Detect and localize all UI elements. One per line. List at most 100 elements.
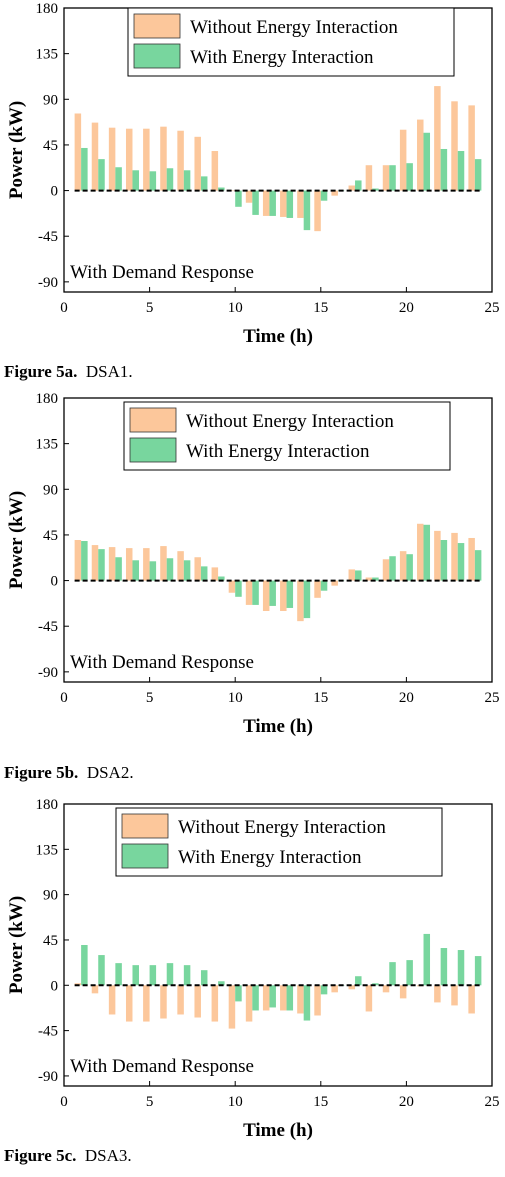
y-tick-label: 90: [43, 888, 58, 904]
bar-without: [434, 530, 441, 581]
bar-with: [183, 170, 191, 191]
bar-without: [468, 105, 475, 191]
bar-without: [91, 985, 99, 994]
bar-without: [74, 983, 82, 986]
y-tick-label: 45: [43, 933, 58, 949]
bar-without: [245, 580, 253, 605]
bar-without: [262, 985, 270, 1011]
bar-with: [389, 165, 396, 191]
legend: Without Energy Interaction With Energy In…: [115, 807, 443, 877]
y-tick-label: 180: [36, 391, 59, 407]
bar-without: [365, 165, 373, 191]
bar-with: [406, 554, 413, 581]
y-axis-label: Power (kW): [6, 896, 27, 994]
bar-with: [218, 981, 225, 986]
x-tick-label: 20: [399, 690, 414, 706]
y-tick-label: -45: [38, 229, 58, 245]
x-tick-label: 20: [399, 1094, 414, 1110]
y-tick-label: 180: [36, 1, 59, 17]
bar-without: [399, 551, 407, 581]
bar-without: [177, 985, 184, 1015]
bar-with: [252, 580, 259, 605]
bar-with: [423, 933, 431, 986]
x-tick-label: 10: [228, 1094, 243, 1110]
legend-label: With Energy Interaction: [178, 847, 362, 868]
bar-without: [382, 165, 390, 191]
legend-swatch: [129, 437, 177, 463]
bar-without: [331, 190, 338, 196]
bar-with: [81, 945, 88, 986]
legend: Without Energy Interaction With Energy In…: [123, 401, 451, 471]
bar-with: [440, 948, 448, 986]
x-tick-label: 25: [485, 690, 500, 706]
bar-with: [132, 560, 139, 581]
bar-with: [252, 190, 259, 215]
bar-with: [389, 556, 396, 581]
bar-with: [218, 576, 225, 581]
bar-without: [194, 136, 201, 191]
bar-without: [160, 546, 167, 581]
y-tick-label: -90: [38, 1069, 58, 1085]
bar-without: [125, 548, 133, 581]
bar-without: [262, 190, 270, 216]
bar-without: [228, 580, 236, 593]
bar-without: [194, 557, 201, 581]
bar-without: [314, 985, 321, 1016]
y-tick-label: 90: [43, 92, 58, 108]
bar-without: [143, 985, 150, 1022]
y-tick-label: 0: [51, 978, 59, 994]
caption-a: Figure 5a. DSA1.: [4, 362, 133, 382]
x-tick-label: 10: [228, 300, 243, 316]
bar-without: [108, 985, 116, 1015]
bar-with: [406, 960, 413, 986]
bar-without: [211, 985, 219, 1022]
chart-svg-c: -90 -45 0 45 90 135 180 0 5 10 15 20 25 Without Energ…: [6, 797, 500, 1141]
caption-label: Figure 5b.: [4, 763, 79, 782]
bar-with: [200, 970, 208, 986]
bar-with: [372, 983, 379, 986]
chart-panel-c: -90 -45 0 45 90 135 180 0 5 10 15 20 25 Without Energ…: [0, 790, 505, 1177]
y-tick-label: -45: [38, 1024, 58, 1040]
bar-with: [98, 955, 105, 986]
bar-with: [286, 580, 294, 608]
x-tick-label: 15: [313, 690, 328, 706]
bar-without: [228, 985, 236, 1029]
bar-with: [355, 180, 362, 191]
bar-without: [74, 540, 82, 581]
bar-without: [365, 577, 373, 581]
y-tick-label: 135: [36, 842, 59, 858]
bar-without: [228, 190, 236, 192]
bar-with: [269, 580, 276, 606]
x-tick-label: 15: [313, 1094, 328, 1110]
y-tick-label: -90: [38, 665, 58, 681]
bar-with: [183, 560, 191, 581]
bar-with: [115, 167, 122, 191]
bar-without: [451, 101, 458, 191]
legend-box: [127, 7, 455, 77]
legend-label: Without Energy Interaction: [186, 411, 394, 432]
legend-box: [123, 401, 451, 471]
bar-with: [389, 962, 396, 986]
bar-without: [348, 569, 356, 581]
legend-box: [115, 807, 443, 877]
x-tick-label: 20: [399, 300, 414, 316]
bar-with: [252, 985, 259, 1011]
legend-swatch: [133, 13, 181, 39]
caption-text: DSA1.: [85, 362, 133, 381]
bar-with: [423, 132, 431, 191]
bar-with: [149, 561, 157, 581]
bar-with: [115, 963, 122, 986]
x-tick-label: 15: [313, 300, 328, 316]
bar-without: [382, 985, 390, 993]
bar-without: [434, 86, 441, 191]
bar-with: [200, 176, 208, 191]
bar-with: [166, 168, 174, 191]
plot-frame: [63, 803, 493, 1087]
bar-without: [348, 985, 356, 990]
bar-with: [320, 985, 328, 995]
bar-without: [297, 985, 304, 1014]
bar-without: [108, 547, 116, 581]
bar-with: [166, 558, 174, 581]
legend-label: Without Energy Interaction: [178, 817, 386, 838]
bar-without: [91, 545, 99, 581]
